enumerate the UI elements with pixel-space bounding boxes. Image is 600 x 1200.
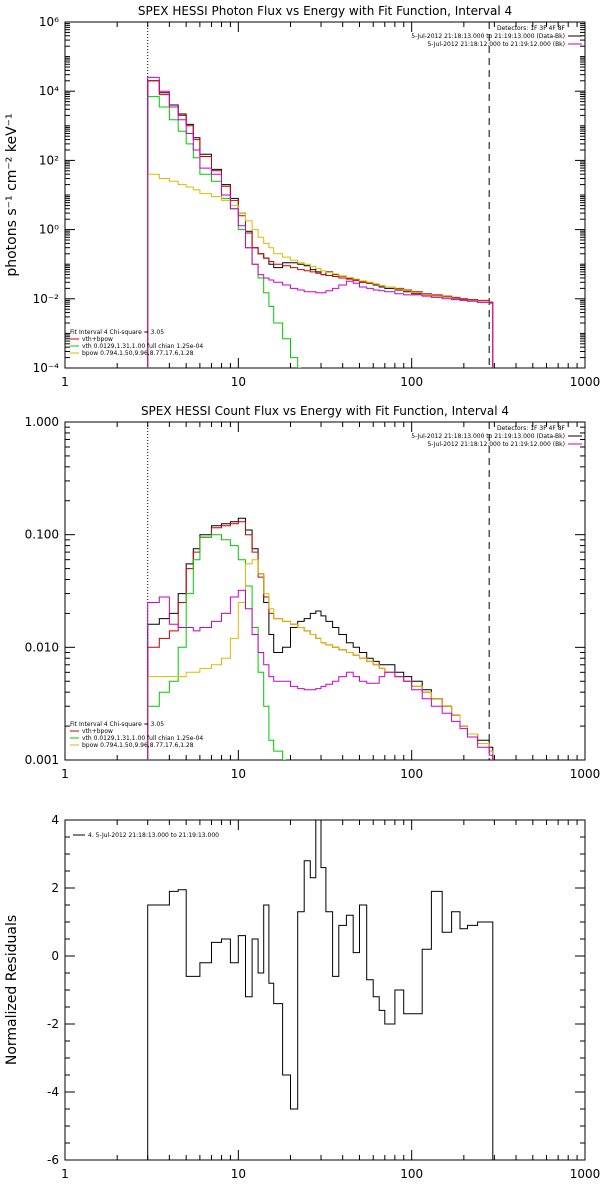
y-tick-label: 0 [51,949,59,963]
x-tick-label: 1 [61,1167,69,1181]
x-tick-label: 1000 [570,375,600,389]
y-tick-label: -2 [47,1017,59,1031]
series-bpow [147,173,494,368]
series-background [147,76,494,368]
series-group [147,820,494,1160]
x-tick-label: 100 [400,375,423,389]
legend-entry: Fit Interval 4 Chi-square = 3.05 [70,329,164,336]
y-tick-label: 10⁶ [39,15,59,29]
header-line: 5-Jul-2012 21:18:12.000 to 21:19:12.000 … [427,41,565,48]
series-vth [147,96,302,368]
x-tick-label: 10 [231,375,246,389]
y-tick-label: 4 [51,813,59,827]
header-line: Detectors: 1F 3F 4F 8F [497,425,566,432]
legend-entry: vth 0.0129,1.31,1.00 full chian 1.25e-04 [82,735,203,742]
y-tick-label: 1.000 [25,415,59,429]
y-tick-label: 10² [39,153,59,167]
y-tick-label: 10⁰ [39,223,59,237]
residuals-panel: 1 10 100 1000 -6 -4 -2 0 2 4 Normalized Residuals 4… [4,813,600,1181]
y-tick-label: 0.010 [25,640,59,654]
y-tick-label: 0.100 [25,528,59,542]
y-axis-label: photons s⁻¹ cm⁻² keV⁻¹ [4,113,20,276]
series-vth [147,534,287,760]
plot-frame [64,421,586,761]
series-vth+bpow [147,80,494,368]
y-tick-label: 10⁴ [39,84,59,98]
x-tick-label: 1 [61,375,69,389]
legend-entry: bpow 0.794,1.50,9.96,8.77,17.6,1.28 [82,742,194,749]
x-tick-label: 10 [231,1167,246,1181]
x-tick-label: 1000 [570,1167,600,1181]
series-group [147,517,494,760]
y-tick-label: -6 [47,1153,59,1167]
x-tick-label: 100 [400,1167,423,1181]
series-residuals [147,820,494,1160]
header-line: 5-Jul-2012 21:18:12.000 to 21:19:12.000 … [427,441,565,448]
count-flux-panel: SPEX HESSI Count Flux vs Energy with Fit… [25,404,600,781]
y-tick-label: -4 [47,1085,59,1099]
chart-title: SPEX HESSI Count Flux vs Energy with Fit… [141,404,509,418]
y-axis-label: Normalized Residuals [4,915,20,1065]
y-tick-label: 0.001 [25,753,59,767]
header-line: 5-Jul-2012 21:18:13.000 to 21:19:13.000 … [411,433,565,440]
legend-entry: 4. 5-Jul-2012 21:18:13.000 to 21:19:13.0… [88,832,219,839]
chart-title: SPEX HESSI Photon Flux vs Energy with Fi… [138,4,512,18]
series-bpow [147,559,494,760]
x-tick-label: 1000 [570,767,600,781]
legend-entry: vth+bpow [82,336,113,343]
legend-entry: Fit Interval 4 Chi-square = 3.05 [70,721,164,728]
legend-entry: vth+bpow [82,728,113,735]
plot-frame [64,819,586,1161]
y-tick-label: 10⁻² [33,292,60,306]
y-tick-label: 10⁻⁴ [33,361,60,375]
header-line: 5-Jul-2012 21:18:13.000 to 21:19:13.000 … [411,33,565,40]
header-line: Detectors: 1F 3F 4F 8F [497,25,566,32]
series-group [147,76,494,368]
series-data [147,80,494,368]
x-tick-label: 10 [231,767,246,781]
photon-flux-panel: SPEX HESSI Photon Flux vs Energy with Fi… [4,4,600,389]
x-tick-label: 1 [61,767,69,781]
legend-entry: vth 0.0129,1.31,1.00 full chian 1.25e-04 [82,343,203,350]
x-tick-label: 100 [400,767,423,781]
series-background [147,589,494,760]
legend-entry: bpow 0.794,1.50,9.96,8.77,17.6,1.28 [82,350,194,357]
y-tick-label: 2 [51,881,59,895]
plot-frame [64,21,586,369]
series-data [147,517,494,760]
